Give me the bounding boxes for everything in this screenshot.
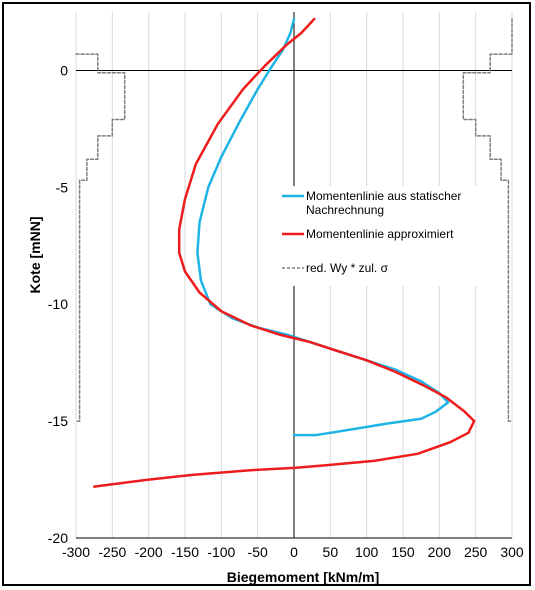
y-axis-title: Kote [mNN] bbox=[27, 217, 43, 294]
x-tick-label: 0 bbox=[290, 544, 298, 560]
x-tick-label: -100 bbox=[207, 544, 235, 560]
x-tick-label: 100 bbox=[355, 544, 379, 560]
legend-label-2: red. Wy * zul. σ bbox=[306, 261, 389, 275]
y-tick-label: -10 bbox=[48, 296, 68, 312]
legend-box bbox=[272, 186, 486, 286]
x-tick-label: -150 bbox=[171, 544, 199, 560]
x-tick-label: 200 bbox=[428, 544, 452, 560]
y-tick-label: -15 bbox=[48, 413, 68, 429]
series-line-3 bbox=[462, 18, 513, 422]
x-tick-label: -50 bbox=[248, 544, 268, 560]
legend: Momentenlinie aus statischer Nachrechnung… bbox=[272, 186, 486, 286]
x-tick-label: -200 bbox=[135, 544, 163, 560]
x-tick-label: -300 bbox=[62, 544, 90, 560]
y-tick-label: -5 bbox=[56, 179, 69, 195]
chart-frame bbox=[2, 2, 531, 586]
tick-labels: -300 -250 -200 -150 -100 -50 0 50 100 150 200 250 30… bbox=[48, 62, 524, 560]
x-tick-label: 300 bbox=[500, 544, 524, 560]
x-tick-label: 50 bbox=[323, 544, 339, 560]
series-line-1 bbox=[92, 17, 476, 488]
legend-label-0: Momentenlinie aus statischer Nachrechnung bbox=[306, 189, 461, 217]
y-tick-label: 0 bbox=[60, 62, 68, 78]
series-line-2 bbox=[75, 53, 126, 422]
x-tick-label: -250 bbox=[98, 544, 126, 560]
y-tick-label: -20 bbox=[48, 530, 68, 546]
series-layer bbox=[75, 17, 513, 488]
x-tick-label: 250 bbox=[464, 544, 488, 560]
x-axis-title: Biegemoment [kNm/m] bbox=[227, 569, 379, 585]
legend-label-1: Momentenlinie approximiert bbox=[306, 227, 454, 241]
x-tick-label: 150 bbox=[391, 544, 415, 560]
